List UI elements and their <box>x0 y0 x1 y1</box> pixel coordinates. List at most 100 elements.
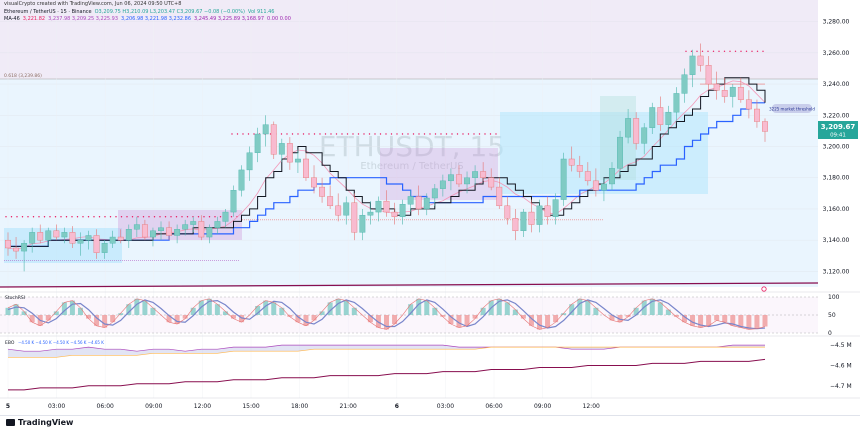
candle-body <box>77 239 84 244</box>
time-tick-label: 18:00 <box>291 403 308 410</box>
marker-dot <box>164 216 167 218</box>
marker-dot <box>418 133 420 135</box>
marker-dot <box>412 133 415 135</box>
candle-body <box>13 247 19 252</box>
stoch-histogram-bar <box>609 315 615 321</box>
price-tick-label: 3,120.00 <box>823 268 850 275</box>
stoch-histogram-bar <box>303 315 309 326</box>
marker-dot <box>368 133 371 135</box>
ma-legend[interactable]: MA-46 3,221.82 3,237.98 3,209.25 3,225.93 3… <box>4 16 294 22</box>
ebo-line-c <box>8 358 766 391</box>
stoch-histogram-bar <box>746 315 752 330</box>
time-axis[interactable]: 5 03:00 06:00 09:00 12:00 15:00 18:00 21:00 6 03:… <box>6 403 600 410</box>
marker-dot <box>729 50 731 52</box>
candle-body <box>705 65 712 85</box>
callout-label: 3225 market threshold <box>769 107 815 112</box>
candle-body <box>286 143 293 163</box>
marker-dot <box>445 133 448 135</box>
marker-dot <box>175 216 178 218</box>
threshold-callout[interactable]: 3225 market threshold <box>769 104 815 113</box>
marker-dot <box>71 216 73 218</box>
time-tick-label: 5 <box>6 403 10 410</box>
marker-dot <box>456 133 459 135</box>
signal-markers <box>4 50 765 261</box>
marker-dot <box>230 216 233 218</box>
marker-dot <box>718 50 720 52</box>
baseline-step-line <box>8 102 765 247</box>
candle-body <box>319 186 326 197</box>
candle-body <box>327 196 334 207</box>
candle-body <box>141 224 148 238</box>
chart-topline: visualCrypto created with TradingView.co… <box>4 1 182 7</box>
stoch-histogram-bar <box>585 300 591 315</box>
marker-dot <box>352 133 354 135</box>
marker-dot <box>396 133 398 135</box>
marker-dot <box>495 133 497 135</box>
candle-body <box>93 235 100 253</box>
stoch-histogram-bar <box>730 315 736 326</box>
candle-body <box>367 211 374 216</box>
marker-dot <box>357 133 360 135</box>
stoch-histogram-bar <box>633 307 639 315</box>
candle-body <box>754 108 760 122</box>
stoch-histogram-bar <box>617 315 623 323</box>
watermark-name: Ethereum / TetherUS <box>360 161 463 172</box>
stoch-histogram-bar <box>512 309 518 315</box>
last-price-value: 3,209.67 <box>821 123 856 131</box>
candle-body <box>544 205 551 217</box>
price-axis[interactable]: 3,280.00 3,260.00 3,240.00 3,220.00 3,200.00… <box>823 19 850 276</box>
marker-dot <box>109 216 112 218</box>
time-tick-label: 06:00 <box>485 403 502 410</box>
candle-body <box>657 107 664 125</box>
marker-dot <box>197 216 200 218</box>
stoch-histogram-bar <box>593 307 599 315</box>
supply-box-2 <box>380 148 498 200</box>
stoch-histogram-bar <box>255 306 261 315</box>
marker-dot <box>253 133 255 135</box>
last-price-tag: 3,209.67 09:41 <box>818 121 858 139</box>
candle-body <box>576 165 583 172</box>
candle-body <box>133 224 140 230</box>
marker-dot <box>484 133 486 135</box>
stoch-histogram-bar <box>464 315 470 326</box>
candle-body <box>681 74 688 94</box>
candle-body <box>745 99 752 110</box>
candle-body <box>641 127 648 144</box>
symbol-legend[interactable]: Ethereum / TetherUS · 15 · Binance O3,209… <box>4 9 277 15</box>
stoch-histogram-bar <box>230 315 236 319</box>
stoch-histogram-bar <box>53 311 59 315</box>
stoch-histogram-bar <box>754 315 760 329</box>
ebo-tick-label: −4.6 M <box>830 362 852 369</box>
candle-body <box>407 196 414 205</box>
stoch-histogram-bar <box>577 298 583 315</box>
marker-dot <box>43 216 46 218</box>
marker-dot <box>219 216 222 218</box>
candle-body <box>190 221 197 225</box>
stoch-histogram-bar <box>392 315 398 324</box>
time-tick-label: 09:00 <box>145 403 162 410</box>
candle-body <box>37 232 44 241</box>
stoch-histogram-bar <box>714 315 720 321</box>
time-tick-label: 03:00 <box>48 403 65 410</box>
marker-dot <box>429 133 431 135</box>
candle-body <box>697 55 704 66</box>
marker-dot <box>346 133 349 135</box>
candle-body <box>600 183 607 191</box>
candle-body <box>214 221 221 228</box>
legend-ma-item-5: 0.00 0.00 <box>267 16 291 22</box>
stoch-histogram-bar <box>150 307 156 315</box>
time-tick-label: 15:00 <box>242 403 259 410</box>
tradingview-brand[interactable]: TradingView <box>6 418 73 427</box>
stoch-histogram-bar <box>416 298 422 315</box>
marker-dot <box>76 216 79 218</box>
candle-body <box>238 169 245 191</box>
candle-body <box>21 243 28 252</box>
marker-dot <box>478 133 481 135</box>
marker-dot <box>308 133 310 135</box>
marker-dot <box>762 50 764 52</box>
candle-body <box>150 230 156 238</box>
marker-dot <box>297 133 299 135</box>
candle-body <box>439 180 446 189</box>
alert-icon[interactable] <box>761 286 767 292</box>
